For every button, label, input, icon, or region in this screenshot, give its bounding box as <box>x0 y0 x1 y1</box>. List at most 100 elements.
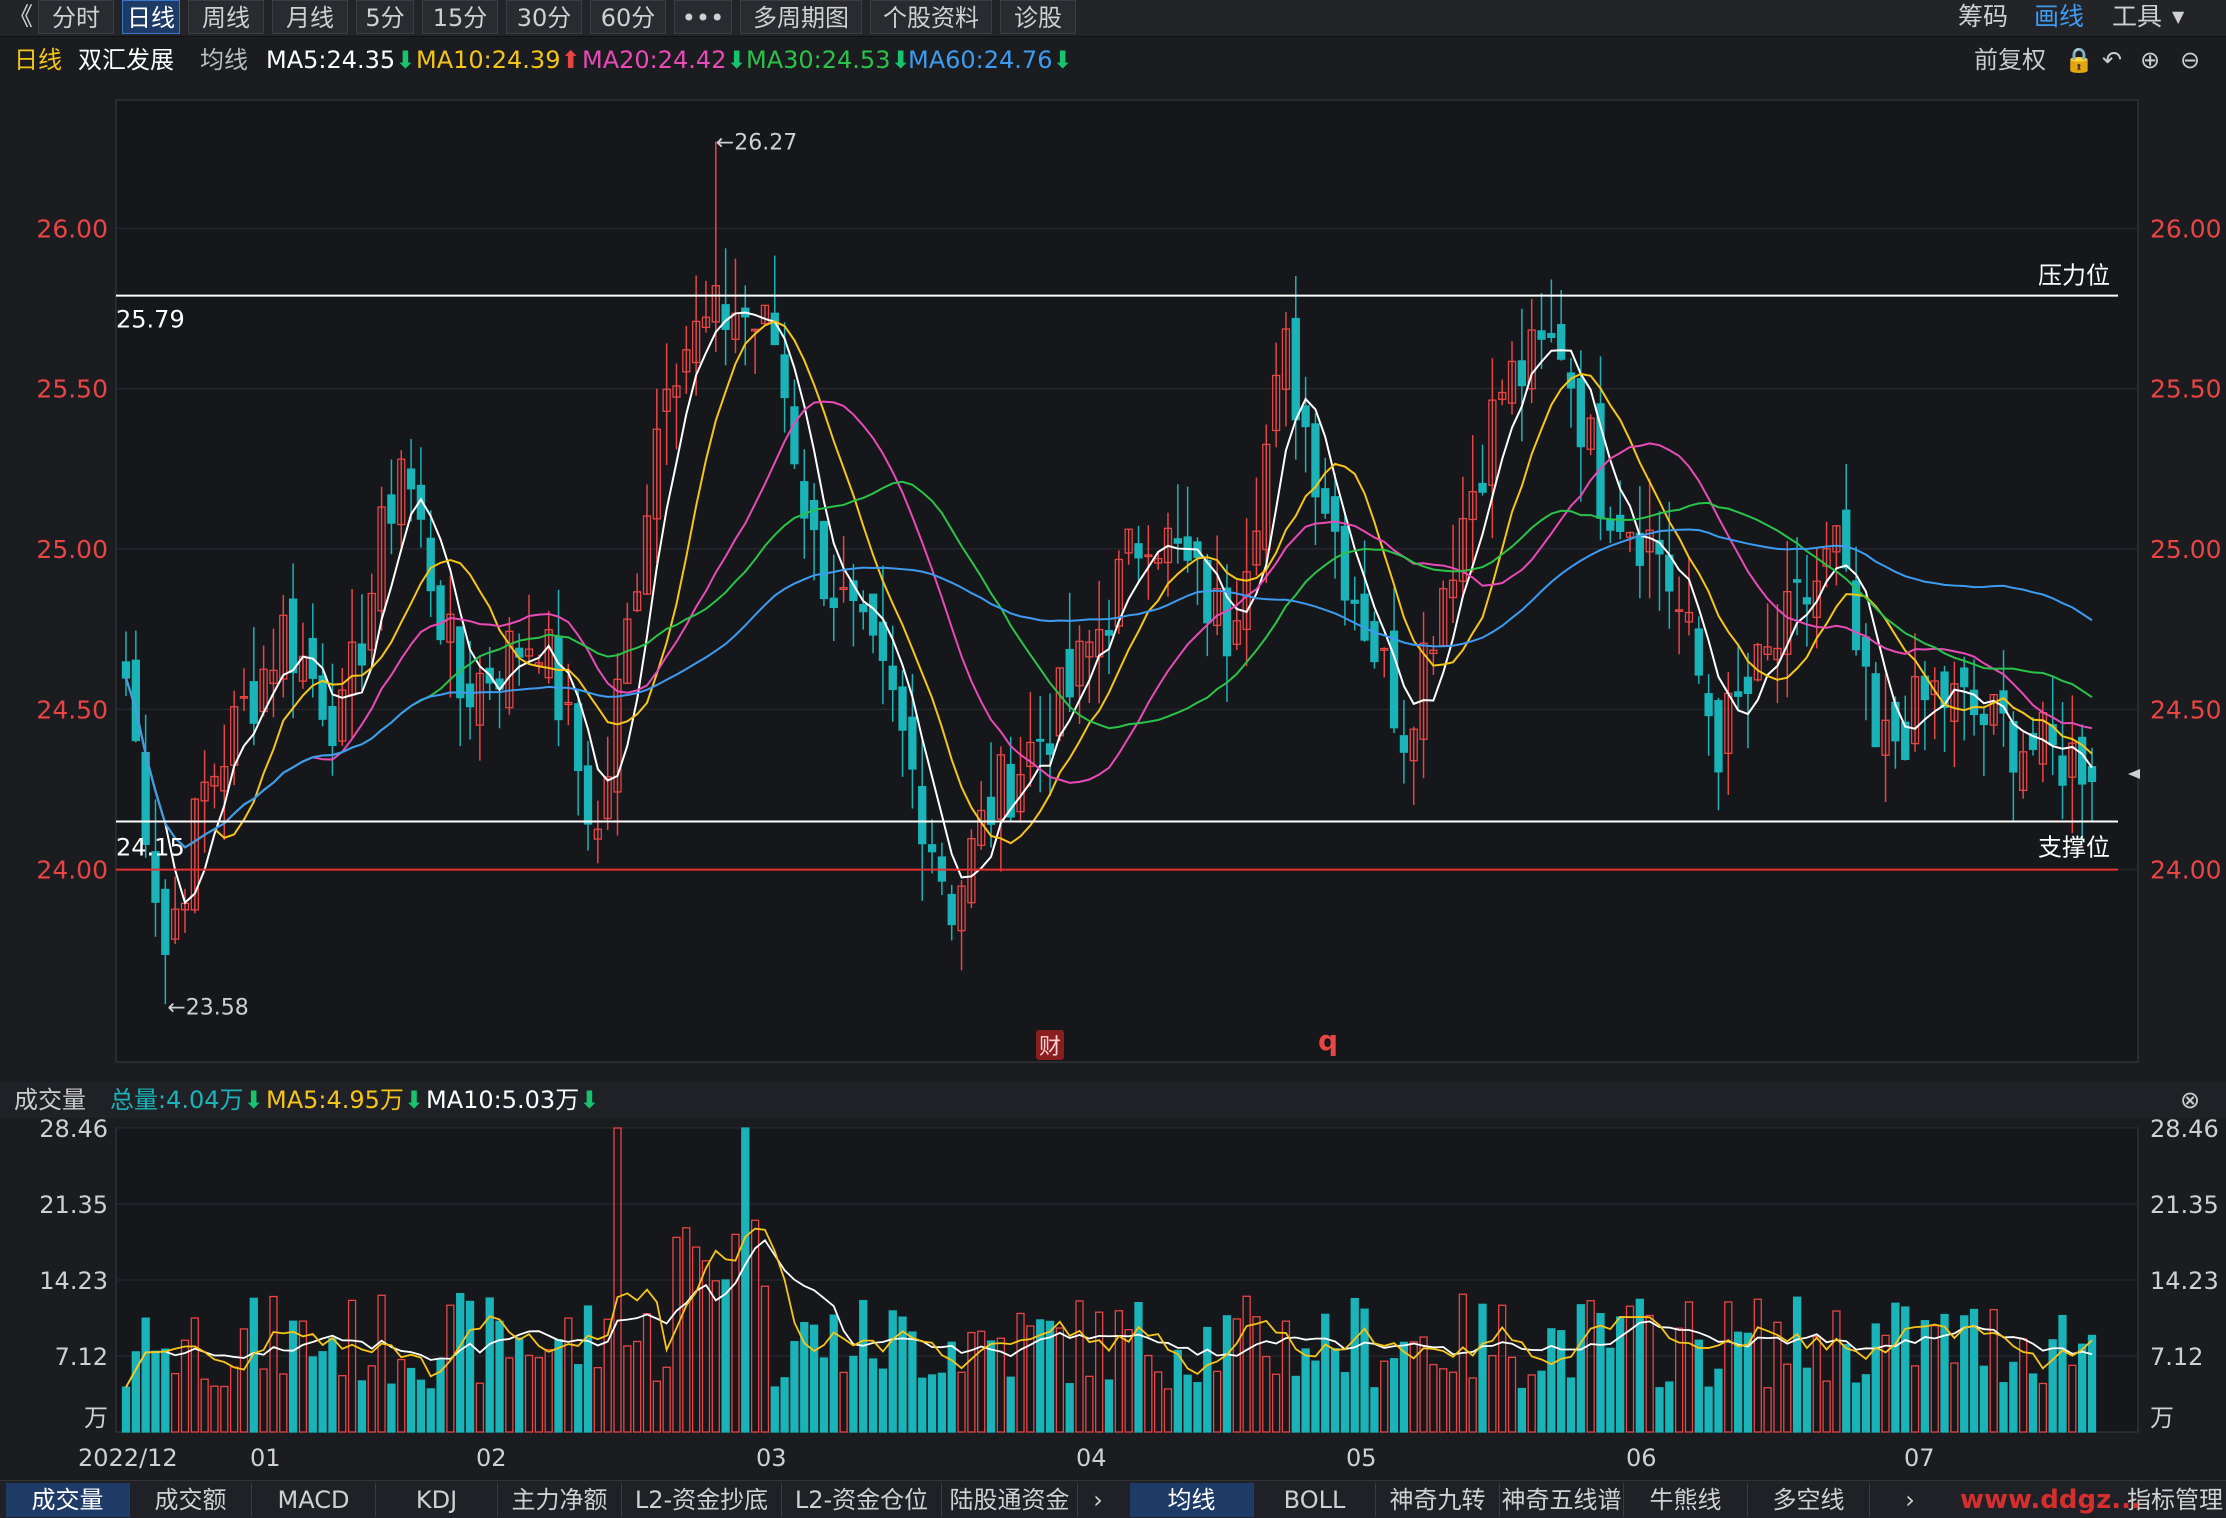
volume-bar <box>2049 1340 2056 1432</box>
overlay-tab-0[interactable]: 均线 <box>1130 1483 1254 1517</box>
volume-bar <box>781 1378 788 1432</box>
volume-bar <box>1292 1376 1299 1432</box>
volume-bar <box>1980 1366 1987 1432</box>
draw-button[interactable]: 画线 <box>2034 0 2084 34</box>
candle-body <box>1843 510 1850 568</box>
tab-6[interactable]: 30分 <box>506 0 582 34</box>
tab-0[interactable]: 分时 <box>38 0 114 34</box>
candle-body <box>162 889 169 954</box>
price-tick-left: 25.00 <box>36 535 108 564</box>
chips-button[interactable]: 筹码 <box>1958 0 2008 34</box>
volume-header: 成交量 总量:4.04万⬇ MA5:4.95万⬇ MA10:5.03万⬇ ⊗ <box>0 1082 2226 1118</box>
ma10-value: MA10:24.39⬆ <box>416 40 581 80</box>
candle-body <box>791 407 798 464</box>
volume-tick-right: 21.35 <box>2150 1191 2219 1219</box>
undo-icon[interactable]: ↶ <box>2102 40 2122 80</box>
candle-body <box>1361 594 1368 640</box>
tab-9[interactable]: 多周期图 <box>740 0 862 34</box>
volume-bar <box>771 1387 778 1432</box>
candle-body <box>1341 526 1348 599</box>
candle-body <box>899 687 906 730</box>
volume-bar <box>1607 1348 1614 1432</box>
x-tick-label: 05 <box>1346 1444 1377 1472</box>
volume-bar <box>467 1301 474 1432</box>
tab-7[interactable]: 60分 <box>590 0 666 34</box>
indicator-tab-2[interactable]: MACD <box>252 1483 376 1517</box>
volume-bar <box>1853 1383 1860 1432</box>
indicator-tab-5[interactable]: L2-资金抄底 <box>622 1483 782 1517</box>
zoom-in-icon[interactable]: ⊕ <box>2140 40 2160 80</box>
volume-bar <box>2079 1344 2086 1432</box>
scroll-right-icon[interactable]: › <box>1080 1483 1116 1517</box>
volume-bar <box>919 1378 926 1432</box>
indicator-tab-3[interactable]: KDJ <box>376 1483 498 1517</box>
candle-body <box>1135 544 1142 558</box>
overlay-tab-5[interactable]: 多空线 <box>1748 1483 1870 1517</box>
volume-bar <box>820 1358 827 1432</box>
volume-bar <box>1862 1375 1869 1432</box>
indicator-tab-4[interactable]: 主力净额 <box>498 1483 622 1517</box>
volume-bar <box>358 1381 365 1432</box>
back-icon[interactable]: 《 <box>8 0 38 34</box>
candle-body <box>771 313 778 344</box>
close-icon[interactable]: ⊗ <box>2180 1082 2200 1118</box>
volume-bar <box>1135 1303 1142 1432</box>
tab-3[interactable]: 月线 <box>272 0 348 34</box>
candle-body <box>1391 631 1398 727</box>
indicator-tab-0[interactable]: 成交量 <box>6 1483 130 1517</box>
volume-bar <box>575 1365 582 1432</box>
candle-body <box>358 644 365 665</box>
ma5-value: MA5:24.35⬇ <box>266 40 415 80</box>
tab-10[interactable]: 个股资料 <box>870 0 992 34</box>
candle-body <box>988 797 995 824</box>
indicator-tab-1[interactable]: 成交额 <box>130 1483 252 1517</box>
price-tick-left: 24.50 <box>36 695 108 724</box>
tab-2[interactable]: 周线 <box>188 0 264 34</box>
price-tick-right: 25.00 <box>2150 535 2222 564</box>
lock-icon[interactable]: 🔒 <box>2064 40 2094 80</box>
candle-body <box>1332 497 1339 531</box>
volume-bar <box>1351 1299 1358 1432</box>
volume-ma5: MA5:4.95万⬇ <box>266 1082 424 1118</box>
volume-tick-left: 14.23 <box>39 1267 108 1295</box>
volume-bar <box>1322 1314 1329 1432</box>
indicator-tab-7[interactable]: 陆股通资金 <box>942 1483 1078 1517</box>
overlay-tab-4[interactable]: 牛熊线 <box>1624 1483 1748 1517</box>
tab-8[interactable]: ••• <box>674 0 732 34</box>
support-label: 支撑位 <box>2038 834 2110 862</box>
overlay-tab-3[interactable]: 神奇五线谱 <box>1500 1483 1624 1517</box>
price-panel[interactable] <box>116 100 2138 1062</box>
arrow-up-icon: ⬆ <box>560 46 580 74</box>
zoom-out-icon[interactable]: ⊖ <box>2180 40 2200 80</box>
arrow-down-icon: ⬇ <box>726 46 746 74</box>
tab-11[interactable]: 诊股 <box>1000 0 1076 34</box>
candle-body <box>948 895 955 925</box>
adjust-button[interactable]: 前复权 <box>1974 40 2046 80</box>
volume-bar <box>555 1340 562 1432</box>
tab-5[interactable]: 15分 <box>422 0 498 34</box>
volume-bar <box>889 1311 896 1432</box>
tab-4[interactable]: 5分 <box>356 0 414 34</box>
overlay-tab-1[interactable]: BOLL <box>1254 1483 1376 1517</box>
candle-body <box>1607 520 1614 530</box>
scroll-right-icon-2[interactable]: › <box>1892 1483 1928 1517</box>
volume-bar <box>1568 1378 1575 1432</box>
tools-button[interactable]: 工具 <box>2112 0 2162 34</box>
indicator-tab-6[interactable]: L2-资金仓位 <box>782 1483 942 1517</box>
candle-body <box>1037 740 1044 742</box>
tab-1[interactable]: 日线 <box>122 0 180 34</box>
tools-chevron-down-icon[interactable]: ▼ <box>2172 0 2184 34</box>
price-tick-right: 24.50 <box>2150 695 2222 724</box>
candle-body <box>1872 674 1879 747</box>
candle-body <box>1794 580 1801 582</box>
candle-body <box>1047 744 1054 754</box>
candle-body <box>1744 677 1751 693</box>
candle-body <box>889 666 896 689</box>
price-tick-right: 25.50 <box>2150 375 2222 404</box>
volume-bar <box>408 1369 415 1432</box>
overlay-tab-2[interactable]: 神奇九转 <box>1376 1483 1500 1517</box>
volume-bar <box>1558 1331 1565 1432</box>
volume-bar <box>1656 1388 1663 1432</box>
volume-bar <box>1302 1349 1309 1432</box>
